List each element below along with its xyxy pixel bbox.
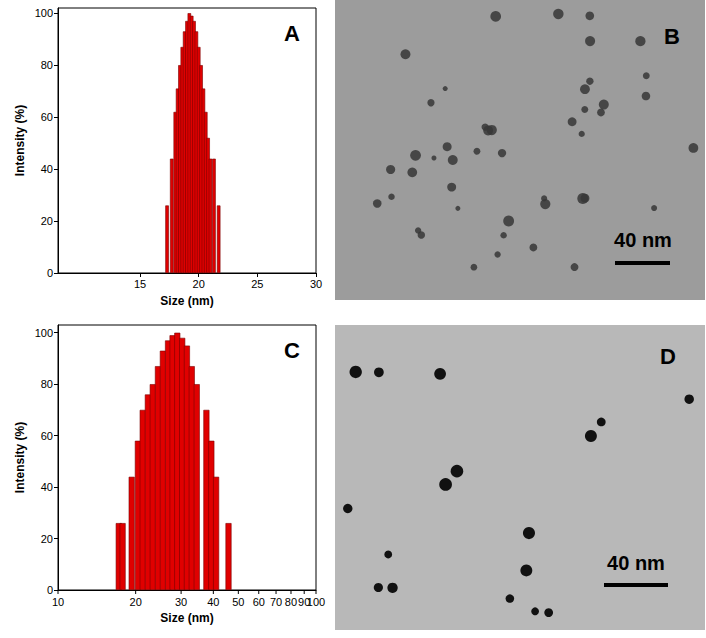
svg-text:20: 20 [193, 278, 205, 290]
svg-text:40 nm: 40 nm [614, 229, 672, 251]
svg-text:10: 10 [52, 596, 64, 608]
svg-text:20: 20 [41, 533, 53, 545]
svg-text:Size (nm): Size (nm) [160, 294, 213, 308]
svg-text:20: 20 [130, 596, 142, 608]
svg-text:40: 40 [41, 163, 53, 175]
svg-text:40: 40 [207, 596, 219, 608]
svg-text:90: 90 [298, 595, 311, 608]
svg-text:30: 30 [175, 596, 187, 608]
svg-text:C: C [284, 338, 300, 363]
svg-text:100: 100 [35, 327, 53, 339]
svg-text:0: 0 [47, 584, 53, 596]
svg-text:20: 20 [41, 215, 53, 227]
svg-text:50: 50 [232, 596, 244, 608]
svg-text:70: 70 [270, 596, 282, 608]
svg-text:40: 40 [41, 481, 53, 493]
svg-text:60: 60 [41, 430, 53, 442]
svg-text:B: B [664, 24, 680, 49]
svg-text:Intensity (%): Intensity (%) [13, 422, 27, 493]
svg-text:80: 80 [41, 59, 53, 71]
svg-text:15: 15 [134, 278, 146, 290]
svg-text:40 nm: 40 nm [607, 552, 665, 574]
svg-text:D: D [660, 344, 676, 369]
svg-text:30: 30 [310, 278, 322, 290]
svg-text:0: 0 [47, 267, 53, 279]
svg-text:60: 60 [41, 111, 53, 123]
svg-text:80: 80 [285, 596, 297, 608]
svg-text:Intensity (%): Intensity (%) [13, 105, 27, 176]
svg-text:100: 100 [35, 7, 53, 19]
svg-text:25: 25 [251, 278, 263, 290]
svg-text:80: 80 [41, 378, 53, 390]
svg-text:60: 60 [253, 596, 265, 608]
svg-text:Size (nm): Size (nm) [160, 611, 213, 625]
svg-text:100: 100 [307, 596, 325, 608]
svg-text:A: A [284, 21, 300, 46]
